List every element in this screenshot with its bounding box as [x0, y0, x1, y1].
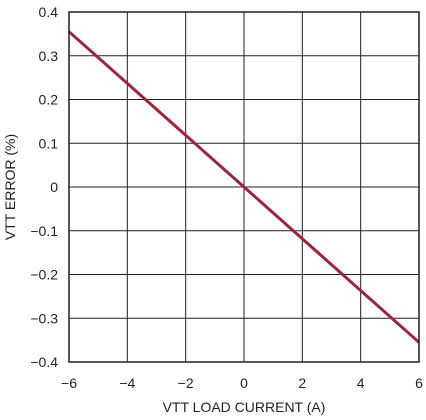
y-tick-label: 0.3: [39, 48, 59, 64]
y-tick-label: 0.1: [39, 135, 59, 151]
x-tick-label: 6: [415, 375, 423, 391]
y-tick-label: −0.4: [30, 354, 58, 370]
x-tick-label: −2: [178, 375, 194, 391]
series-line: [68, 30, 420, 344]
y-tick-label: 0.2: [39, 92, 59, 108]
y-axis-label: VTT ERROR (%): [2, 134, 18, 240]
x-axis-label: VTT LOAD CURRENT (A): [163, 399, 326, 415]
x-tick-label: 0: [240, 375, 248, 391]
y-tick-label: −0.3: [30, 310, 58, 326]
y-tick-label: 0: [50, 179, 58, 195]
x-tick-label: 2: [298, 375, 306, 391]
y-tick-label: 0.4: [39, 4, 59, 20]
y-tick-labels: 0.4 0.3 0.2 0.1 0 −0.1 −0.2 −0.3 −0.4: [30, 4, 58, 370]
y-tick-label: −0.1: [30, 223, 58, 239]
x-tick-label: −6: [61, 375, 77, 391]
plot-frame: [68, 11, 420, 363]
y-tick-label: −0.2: [30, 267, 58, 283]
x-tick-labels: −6 −4 −2 0 2 4 6: [61, 375, 423, 391]
series-group: [68, 30, 420, 344]
x-tick-label: −4: [119, 375, 135, 391]
x-tick-label: 4: [357, 375, 365, 391]
